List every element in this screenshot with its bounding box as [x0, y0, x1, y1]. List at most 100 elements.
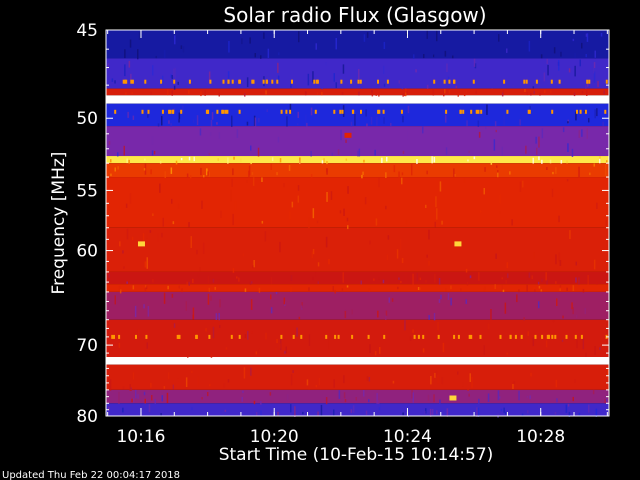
noise-streak	[392, 380, 395, 384]
noise-streak	[275, 347, 277, 352]
y-axis-ticks: 45 50 55 60 70 80	[76, 21, 609, 427]
noise-streak	[210, 353, 213, 358]
noise-streak	[185, 301, 187, 311]
noise-streak	[572, 396, 574, 402]
noise-streak	[232, 268, 235, 273]
interference-marker	[386, 79, 389, 84]
noise-streak	[434, 372, 436, 378]
noise-streak	[244, 288, 247, 292]
noise-streak	[588, 118, 590, 123]
frequency-band	[106, 163, 609, 178]
noise-streak	[516, 294, 518, 303]
noise-streak	[378, 400, 380, 404]
noise-streak	[181, 288, 183, 293]
noise-streak	[311, 251, 314, 258]
noise-streak	[189, 175, 192, 179]
interference-marker	[475, 109, 478, 114]
noise-streak	[555, 254, 557, 265]
noise-streak	[346, 217, 349, 222]
noise-streak	[196, 249, 198, 255]
noise-streak	[332, 286, 334, 291]
interference-marker	[499, 334, 502, 339]
frequency-band	[106, 403, 609, 416]
interference-marker	[333, 109, 336, 114]
noise-streak	[152, 213, 154, 216]
noise-streak	[270, 307, 273, 314]
noise-streak	[540, 289, 543, 292]
noise-streak	[147, 114, 149, 118]
noise-streak	[526, 395, 529, 398]
noise-streak	[497, 170, 499, 173]
noise-streak	[171, 198, 173, 204]
noise-streak	[441, 220, 443, 225]
noise-streak	[578, 277, 580, 285]
noise-streak	[285, 346, 287, 354]
noise-streak	[326, 161, 328, 165]
noise-streak	[173, 85, 176, 90]
noise-streak	[390, 122, 392, 127]
noise-streak	[206, 168, 208, 176]
noise-streak	[227, 379, 230, 383]
noise-streak	[223, 383, 226, 388]
noise-streak	[278, 52, 280, 56]
noise-streak	[108, 274, 110, 278]
noise-streak	[216, 122, 218, 125]
noise-streak	[350, 409, 353, 413]
noise-streak	[292, 370, 294, 373]
noise-streak	[402, 412, 404, 416]
noise-streak	[582, 338, 585, 350]
noise-streak	[333, 73, 335, 82]
noise-streak	[144, 287, 147, 291]
noise-streak	[241, 38, 243, 45]
noise-streak	[445, 114, 447, 123]
noise-streak	[341, 92, 344, 95]
noise-streak	[146, 231, 148, 239]
noise-streak	[161, 395, 163, 402]
noise-streak	[335, 38, 337, 50]
noise-streak	[174, 35, 176, 45]
noise-streak	[270, 163, 272, 170]
noise-streak	[411, 164, 413, 176]
noise-streak	[342, 272, 344, 283]
noise-streak	[401, 84, 404, 90]
noise-streak	[171, 293, 174, 298]
noise-streak	[108, 141, 111, 145]
noise-streak	[217, 158, 219, 161]
noise-streak	[505, 279, 507, 284]
noise-streak	[467, 159, 469, 162]
noise-streak	[316, 220, 319, 224]
noise-streak	[546, 279, 548, 285]
noise-streak	[153, 150, 156, 155]
interference-marker	[584, 109, 587, 114]
interference-marker	[209, 79, 212, 84]
noise-streak	[126, 228, 129, 240]
noise-streak	[366, 123, 368, 128]
noise-streak	[368, 377, 371, 382]
noise-streak	[277, 136, 280, 143]
noise-streak	[400, 280, 402, 284]
noise-streak	[422, 348, 425, 353]
interference-marker	[445, 109, 448, 114]
noise-streak	[250, 281, 253, 284]
interference-marker	[470, 109, 473, 114]
noise-streak	[246, 121, 249, 126]
noise-streak	[277, 62, 279, 73]
interference-marker	[262, 79, 265, 84]
noise-streak	[192, 307, 195, 320]
noise-streak	[582, 288, 585, 293]
noise-streak	[230, 189, 232, 202]
noise-streak	[232, 213, 234, 226]
noise-streak	[306, 122, 308, 127]
noise-streak	[360, 280, 362, 285]
interference-marker	[180, 109, 183, 114]
noise-streak	[402, 150, 405, 154]
noise-streak	[318, 377, 321, 386]
noise-streak	[215, 313, 218, 320]
noise-streak	[450, 285, 452, 290]
noise-streak	[401, 177, 403, 185]
noise-streak	[124, 64, 126, 77]
noise-streak	[546, 58, 548, 64]
noise-streak	[188, 281, 190, 286]
noise-streak	[134, 305, 137, 318]
noise-streak	[605, 220, 607, 227]
